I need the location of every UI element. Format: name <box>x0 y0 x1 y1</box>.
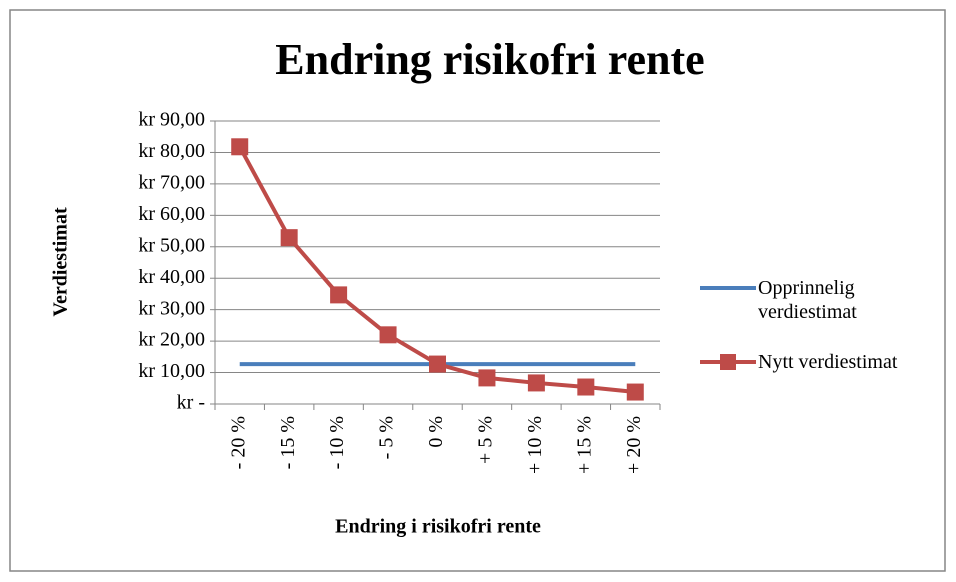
y-tick-label: kr 90,00 <box>138 109 205 131</box>
chart-title: Endring risikofri rente <box>275 35 704 84</box>
x-tick-label: + 20 % <box>623 416 645 474</box>
marker <box>231 138 249 156</box>
y-tick-label: kr 20,00 <box>138 329 205 351</box>
legend-label: Opprinnelig verdiestimat <box>758 277 857 323</box>
chart-border <box>9 9 946 572</box>
marker <box>379 326 397 344</box>
y-tick-label: kr 70,00 <box>138 171 205 193</box>
y-tick-label: kr 80,00 <box>138 140 205 162</box>
y-tick-label: kr 40,00 <box>138 266 205 288</box>
x-tick-label: + 15 % <box>573 416 595 474</box>
x-tick-label: - 15 % <box>277 416 299 469</box>
marker <box>429 355 446 373</box>
y-tick-label: kr 50,00 <box>138 234 205 256</box>
marker <box>527 374 545 392</box>
y-tick-label: kr 10,00 <box>138 360 205 382</box>
y-tick-label: kr 60,00 <box>138 203 205 225</box>
x-tick-label: 0 % <box>425 416 447 448</box>
marker <box>280 229 298 247</box>
marker <box>478 369 496 387</box>
marker <box>626 383 644 401</box>
x-tick-label: - 10 % <box>326 416 348 469</box>
legend-label: Nytt verdiestimat <box>758 351 898 373</box>
x-axis-label: Endring i risikofri rente <box>335 516 541 538</box>
marker <box>577 378 595 396</box>
y-axis-label: Verdiestimat <box>50 207 72 317</box>
x-tick-label: + 10 % <box>524 416 546 474</box>
y-tick-label: kr 30,00 <box>138 297 205 319</box>
marker <box>330 286 348 304</box>
x-tick-label: - 5 % <box>376 416 398 459</box>
legend-marker <box>720 354 736 370</box>
x-tick-label: + 5 % <box>475 416 497 464</box>
y-tick-label: kr - <box>177 392 205 414</box>
x-tick-label: - 20 % <box>227 416 249 469</box>
